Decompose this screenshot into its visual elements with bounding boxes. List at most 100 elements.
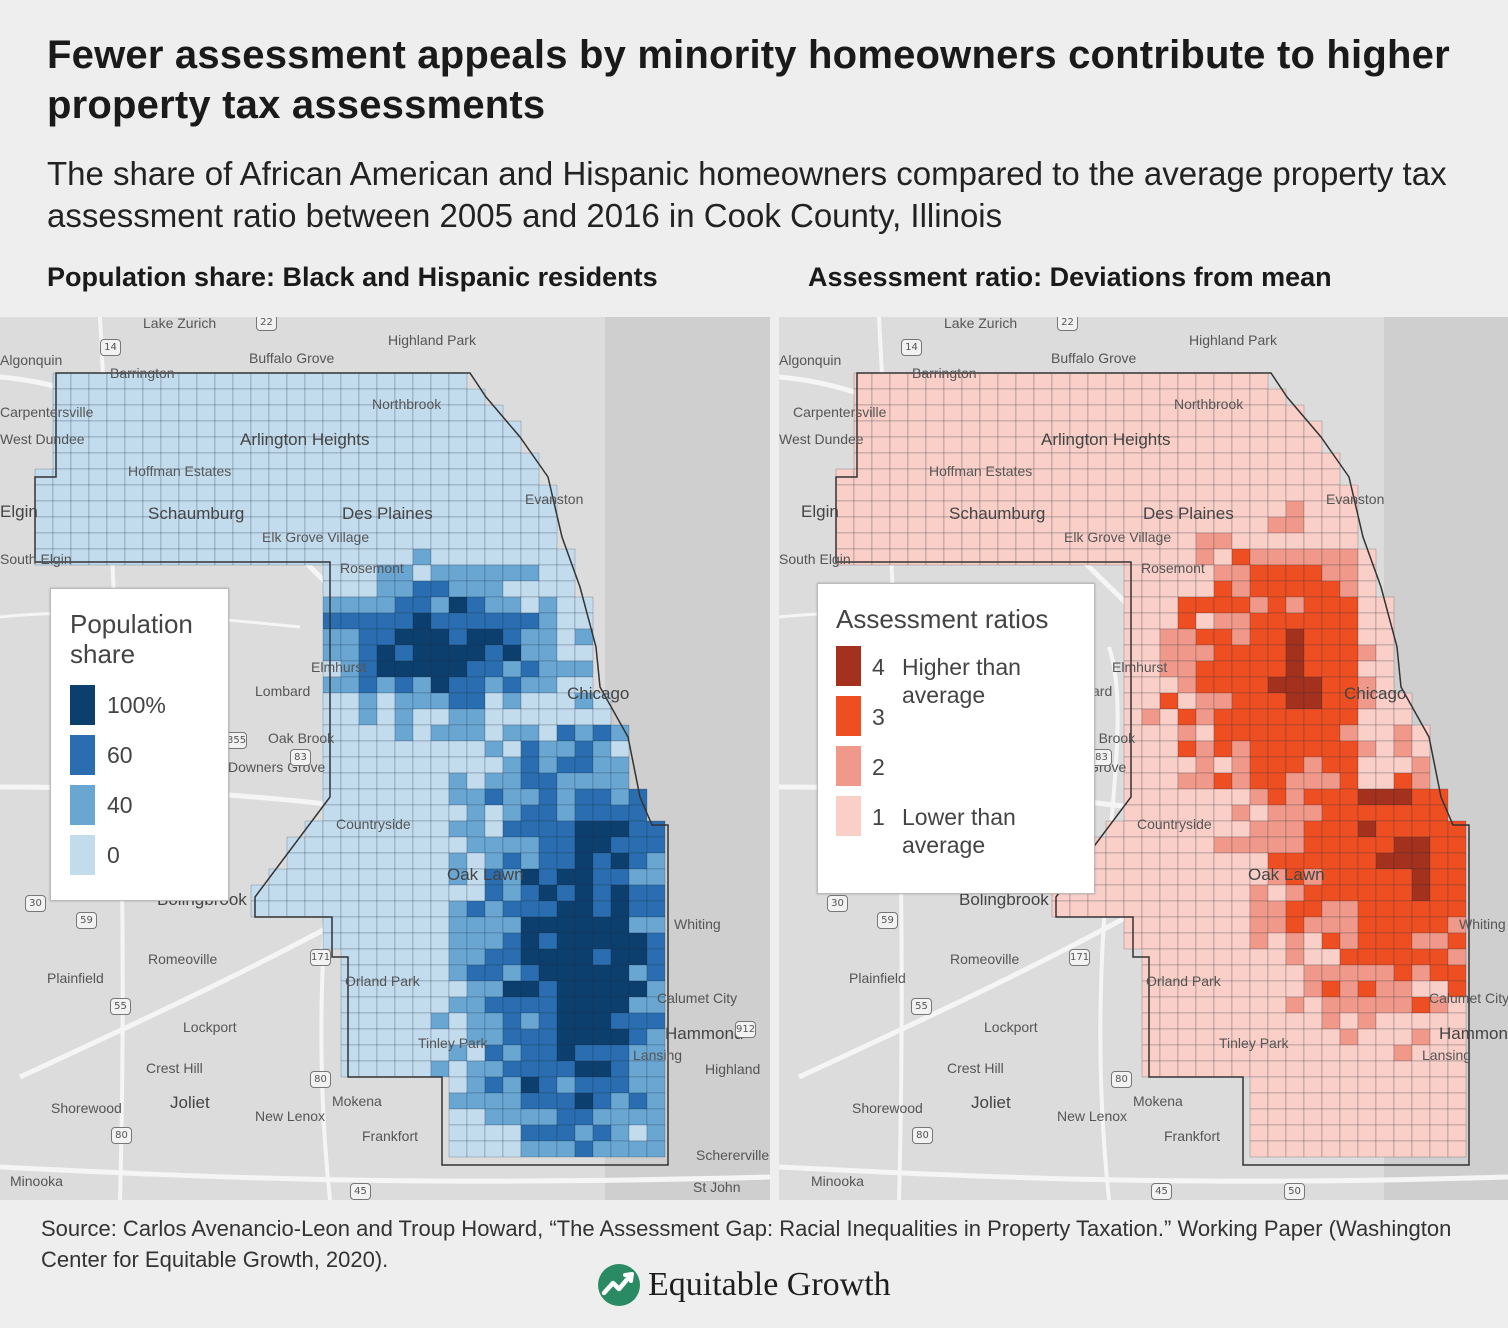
census-tract: [268, 372, 288, 390]
census-tract: [1285, 692, 1305, 710]
census-tract: [412, 644, 432, 662]
census-tract: [1249, 1124, 1269, 1142]
census-tract: [250, 388, 270, 406]
census-tract: [1321, 884, 1341, 902]
census-tract: [502, 468, 522, 486]
census-tract: [1357, 1044, 1377, 1062]
census-tract: [448, 884, 468, 902]
census-tract: [1393, 1124, 1413, 1142]
place-label: Shorewood: [852, 1100, 923, 1116]
census-tract: [1141, 740, 1161, 758]
census-tract: [1267, 1092, 1287, 1110]
census-tract: [1339, 644, 1359, 662]
census-tract: [250, 884, 270, 902]
census-tract: [1249, 1140, 1269, 1158]
census-tract: [1267, 820, 1287, 838]
census-tract: [448, 900, 468, 918]
census-tract: [484, 644, 504, 662]
census-tract: [1231, 628, 1251, 646]
route-marker: 171: [1069, 949, 1090, 966]
census-tract: [430, 468, 450, 486]
place-label: Hoffman Estates: [929, 463, 1033, 479]
census-tract: [70, 468, 90, 486]
census-tract: [1303, 772, 1323, 790]
census-tract: [610, 932, 630, 950]
census-tract: [1267, 660, 1287, 678]
census-tract: [1321, 1044, 1341, 1062]
census-tract: [520, 964, 540, 982]
census-tract: [178, 388, 198, 406]
place-label: Elgin: [0, 502, 38, 521]
census-tract: [1177, 612, 1197, 630]
census-tract: [1177, 996, 1197, 1014]
census-tract: [592, 1092, 612, 1110]
census-tract: [592, 868, 612, 886]
census-tract: [1375, 772, 1395, 790]
census-tract: [1303, 468, 1323, 486]
census-tract: [340, 884, 360, 902]
census-tract: [358, 580, 378, 598]
census-tract: [1357, 980, 1377, 998]
census-tract: [520, 820, 540, 838]
place-label: Whiting: [674, 916, 721, 932]
census-tract: [1123, 404, 1143, 422]
census-tract: [538, 692, 558, 710]
census-tract: [1285, 804, 1305, 822]
census-tract: [412, 900, 432, 918]
census-tract: [574, 916, 594, 934]
census-tract: [1213, 420, 1233, 438]
census-tract: [1339, 532, 1359, 550]
census-tract: [412, 580, 432, 598]
census-tract: [448, 580, 468, 598]
census-tract: [1195, 596, 1215, 614]
census-tract: [1267, 964, 1287, 982]
census-tract: [1141, 916, 1161, 934]
place-label: Tinley Park: [1219, 1035, 1289, 1051]
census-tract: [1159, 628, 1179, 646]
census-tract: [979, 532, 999, 550]
census-tract: [466, 548, 486, 566]
census-tract: [1285, 436, 1305, 454]
census-tract: [1339, 868, 1359, 886]
census-tract: [34, 484, 54, 502]
census-tract: [394, 660, 414, 678]
census-tract: [340, 708, 360, 726]
census-tract: [1285, 596, 1305, 614]
census-tract: [610, 804, 630, 822]
census-tract: [574, 884, 594, 902]
census-tract: [430, 1060, 450, 1078]
legend-swatch: [70, 735, 95, 775]
census-tract: [1267, 1124, 1287, 1142]
census-tract: [1339, 772, 1359, 790]
census-tract: [1267, 612, 1287, 630]
census-tract: [1123, 836, 1143, 854]
census-tract: [1267, 1012, 1287, 1030]
census-tract: [412, 804, 432, 822]
census-tract: [430, 996, 450, 1014]
census-tract: [1411, 1028, 1431, 1046]
census-tract: [628, 1108, 648, 1126]
census-tract: [214, 388, 234, 406]
census-tract: [1303, 676, 1323, 694]
census-tract: [322, 852, 342, 870]
census-tract: [412, 772, 432, 790]
census-tract: [1249, 1092, 1269, 1110]
census-tract: [520, 1060, 540, 1078]
census-tract: [1411, 964, 1431, 982]
census-tract: [556, 772, 576, 790]
census-tract: [889, 372, 909, 390]
census-tract: [961, 436, 981, 454]
census-tract: [1447, 948, 1467, 966]
census-tract: [646, 900, 666, 918]
census-tract: [322, 596, 342, 614]
census-tract: [628, 1028, 648, 1046]
census-tract: [1321, 804, 1341, 822]
place-label: Elmhurst: [311, 659, 367, 675]
census-tract: [394, 1028, 414, 1046]
census-tract: [340, 580, 360, 598]
census-tract: [394, 420, 414, 438]
route-marker: 55: [911, 998, 932, 1015]
census-tract: [484, 628, 504, 646]
census-tract: [1159, 948, 1179, 966]
place-label: Northbrook: [1174, 396, 1244, 412]
